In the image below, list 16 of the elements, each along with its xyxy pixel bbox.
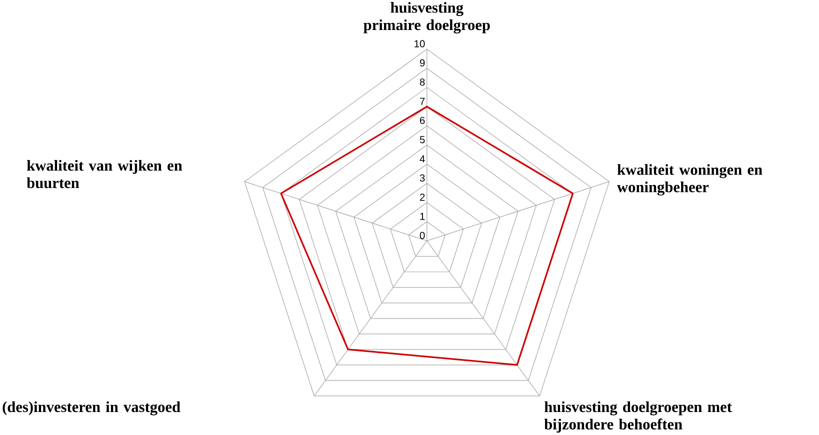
spoke-label: (des)investeren in vastgoed [2, 402, 180, 416]
y-tick-label: 4 [420, 156, 425, 163]
spoke-label: huisvesting primaire doelgroep [364, 2, 490, 34]
y-tick-label: 3 [420, 174, 425, 182]
y-tick-label: 9 [420, 59, 425, 67]
y-tick-label: 6 [420, 116, 425, 124]
y-tick-label: 7 [420, 98, 425, 106]
y-tick-label: 5 [420, 136, 425, 144]
y-tick-label: 1 [420, 213, 425, 220]
y-tick-label: 0 [420, 232, 425, 240]
y-tick-label: 10 [414, 40, 425, 48]
y-tick-label: 8 [420, 78, 425, 86]
spoke-label: kwaliteit van wijken en buurten [26, 160, 182, 188]
y-tick-label: 2 [420, 194, 425, 201]
spoke-label: huisvesting doelgroepen met bijzondere behoeften [544, 402, 732, 433]
spoke-label: kwaliteit woningen en woningbeheer [617, 164, 762, 196]
